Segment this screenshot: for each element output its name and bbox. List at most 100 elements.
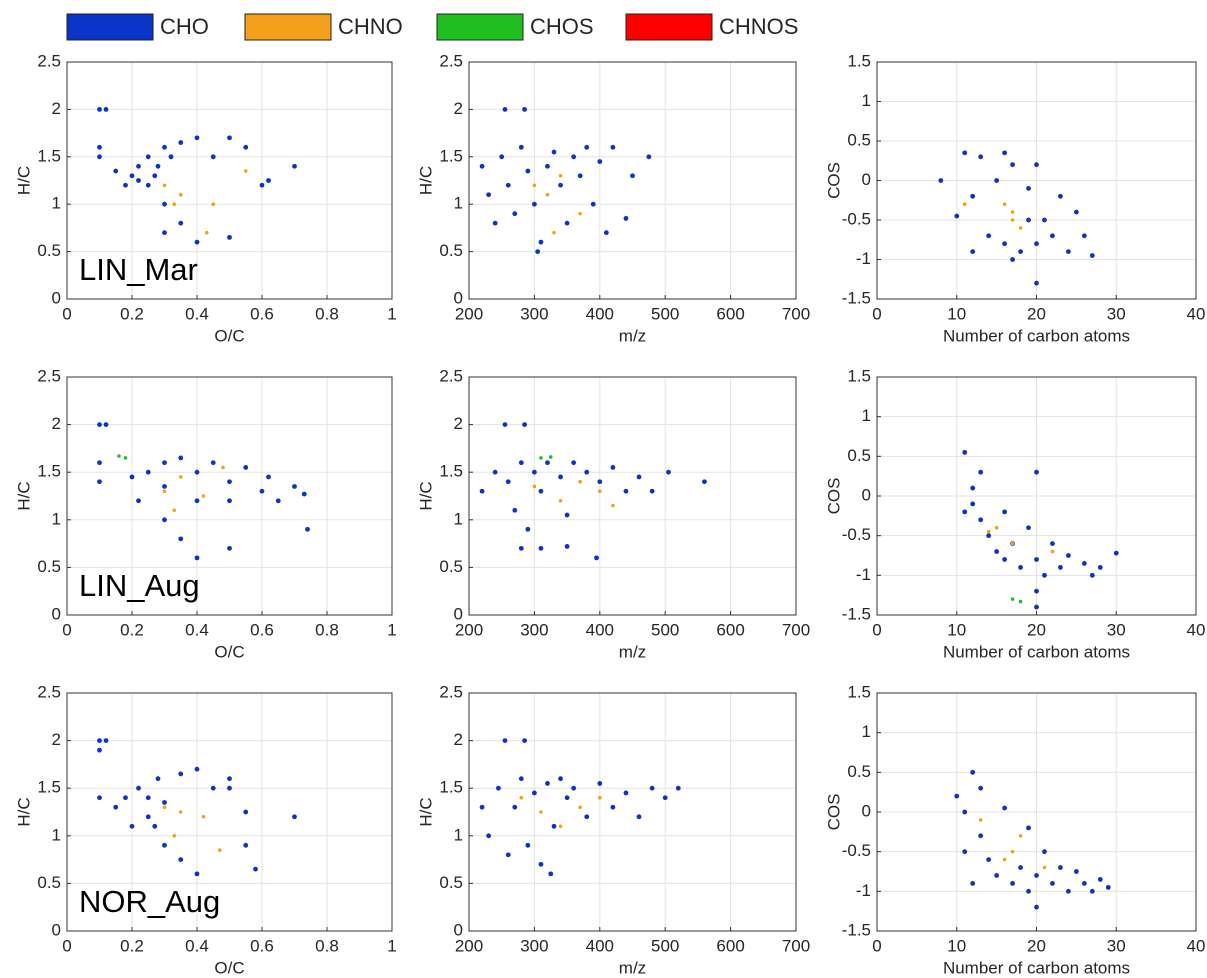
point bbox=[578, 479, 582, 484]
point bbox=[610, 804, 616, 810]
y-tick-label: 0 bbox=[862, 801, 871, 820]
point bbox=[1002, 150, 1007, 156]
point bbox=[1018, 834, 1023, 838]
x-tick-label: 0 bbox=[872, 936, 881, 955]
point bbox=[155, 163, 161, 169]
y-tick-label: 0 bbox=[454, 604, 463, 623]
y-tick-label: 2.5 bbox=[439, 51, 463, 70]
y-tick-label: 1 bbox=[454, 509, 463, 528]
x-tick-label: 400 bbox=[586, 936, 614, 955]
y-tick-label: 2 bbox=[52, 99, 61, 118]
point bbox=[970, 193, 976, 199]
point bbox=[123, 795, 128, 801]
y-tick-label: 2 bbox=[454, 414, 463, 433]
point bbox=[1026, 525, 1031, 531]
point bbox=[492, 469, 498, 475]
y-tick-label: 1 bbox=[862, 406, 871, 425]
plot-frame bbox=[468, 692, 797, 932]
point bbox=[123, 456, 128, 460]
point bbox=[1058, 865, 1063, 870]
point bbox=[1002, 202, 1007, 206]
point bbox=[970, 881, 976, 886]
point bbox=[227, 234, 232, 240]
point bbox=[1042, 217, 1047, 223]
point bbox=[584, 469, 590, 475]
point bbox=[227, 479, 232, 485]
point bbox=[201, 814, 206, 819]
y-axis-label: H/C bbox=[14, 166, 33, 195]
point bbox=[646, 154, 652, 160]
point bbox=[525, 842, 531, 848]
point bbox=[535, 249, 541, 255]
plot-frame bbox=[876, 692, 1197, 932]
point bbox=[152, 173, 158, 179]
point bbox=[1073, 209, 1079, 215]
plot-frame bbox=[876, 376, 1197, 616]
x-tick-label: 20 bbox=[1027, 620, 1046, 639]
point bbox=[243, 465, 249, 470]
x-tick-label: 0.4 bbox=[185, 936, 209, 955]
point bbox=[227, 135, 232, 141]
point bbox=[611, 503, 615, 508]
point bbox=[168, 154, 174, 160]
point bbox=[266, 474, 271, 480]
point bbox=[578, 805, 582, 810]
y-tick-label: 2 bbox=[52, 730, 61, 749]
point bbox=[162, 144, 167, 150]
x-tick-label: 200 bbox=[455, 936, 483, 955]
point bbox=[1042, 849, 1047, 855]
point bbox=[1113, 550, 1119, 556]
point bbox=[970, 501, 976, 507]
point bbox=[227, 545, 232, 551]
point bbox=[1026, 888, 1031, 894]
point bbox=[558, 474, 563, 480]
point bbox=[502, 422, 508, 427]
legend-label: CHNOS bbox=[719, 14, 798, 39]
point bbox=[1002, 241, 1007, 247]
point bbox=[597, 781, 603, 786]
y-tick-label: 1.5 bbox=[439, 462, 463, 481]
point bbox=[1081, 561, 1087, 566]
point bbox=[532, 484, 537, 489]
point bbox=[162, 517, 167, 523]
point bbox=[227, 785, 232, 791]
point bbox=[978, 517, 984, 523]
point bbox=[145, 182, 151, 188]
x-tick-label: 30 bbox=[1107, 936, 1126, 955]
y-tick-label: 1.5 bbox=[439, 146, 463, 165]
point bbox=[1034, 604, 1039, 610]
y-tick-label: 1.5 bbox=[37, 778, 61, 797]
point bbox=[962, 449, 968, 455]
point bbox=[538, 488, 544, 494]
y-tick-label: 1 bbox=[862, 91, 871, 110]
point bbox=[194, 498, 200, 504]
point bbox=[292, 814, 297, 820]
point bbox=[962, 150, 968, 156]
point bbox=[978, 818, 983, 822]
point bbox=[97, 460, 102, 466]
y-tick-label: 0 bbox=[52, 920, 61, 939]
point bbox=[538, 239, 544, 245]
point bbox=[662, 795, 668, 801]
x-tick-label: 40 bbox=[1187, 620, 1206, 639]
point bbox=[571, 460, 577, 466]
point bbox=[598, 489, 602, 494]
x-tick-label: 30 bbox=[1107, 304, 1126, 323]
point bbox=[479, 163, 485, 169]
point bbox=[162, 805, 167, 810]
point bbox=[545, 781, 550, 786]
y-tick-label: 1 bbox=[52, 825, 61, 844]
x-tick-label: 200 bbox=[455, 620, 483, 639]
point bbox=[1089, 888, 1095, 894]
x-tick-label: 10 bbox=[947, 304, 966, 323]
point bbox=[172, 508, 177, 513]
y-tick-label: 2.5 bbox=[37, 366, 61, 385]
point bbox=[97, 738, 102, 743]
x-tick-label: 0 bbox=[62, 620, 71, 639]
point bbox=[117, 454, 121, 458]
point bbox=[152, 823, 158, 829]
point bbox=[1002, 557, 1007, 562]
point bbox=[623, 790, 629, 796]
point bbox=[97, 479, 102, 485]
